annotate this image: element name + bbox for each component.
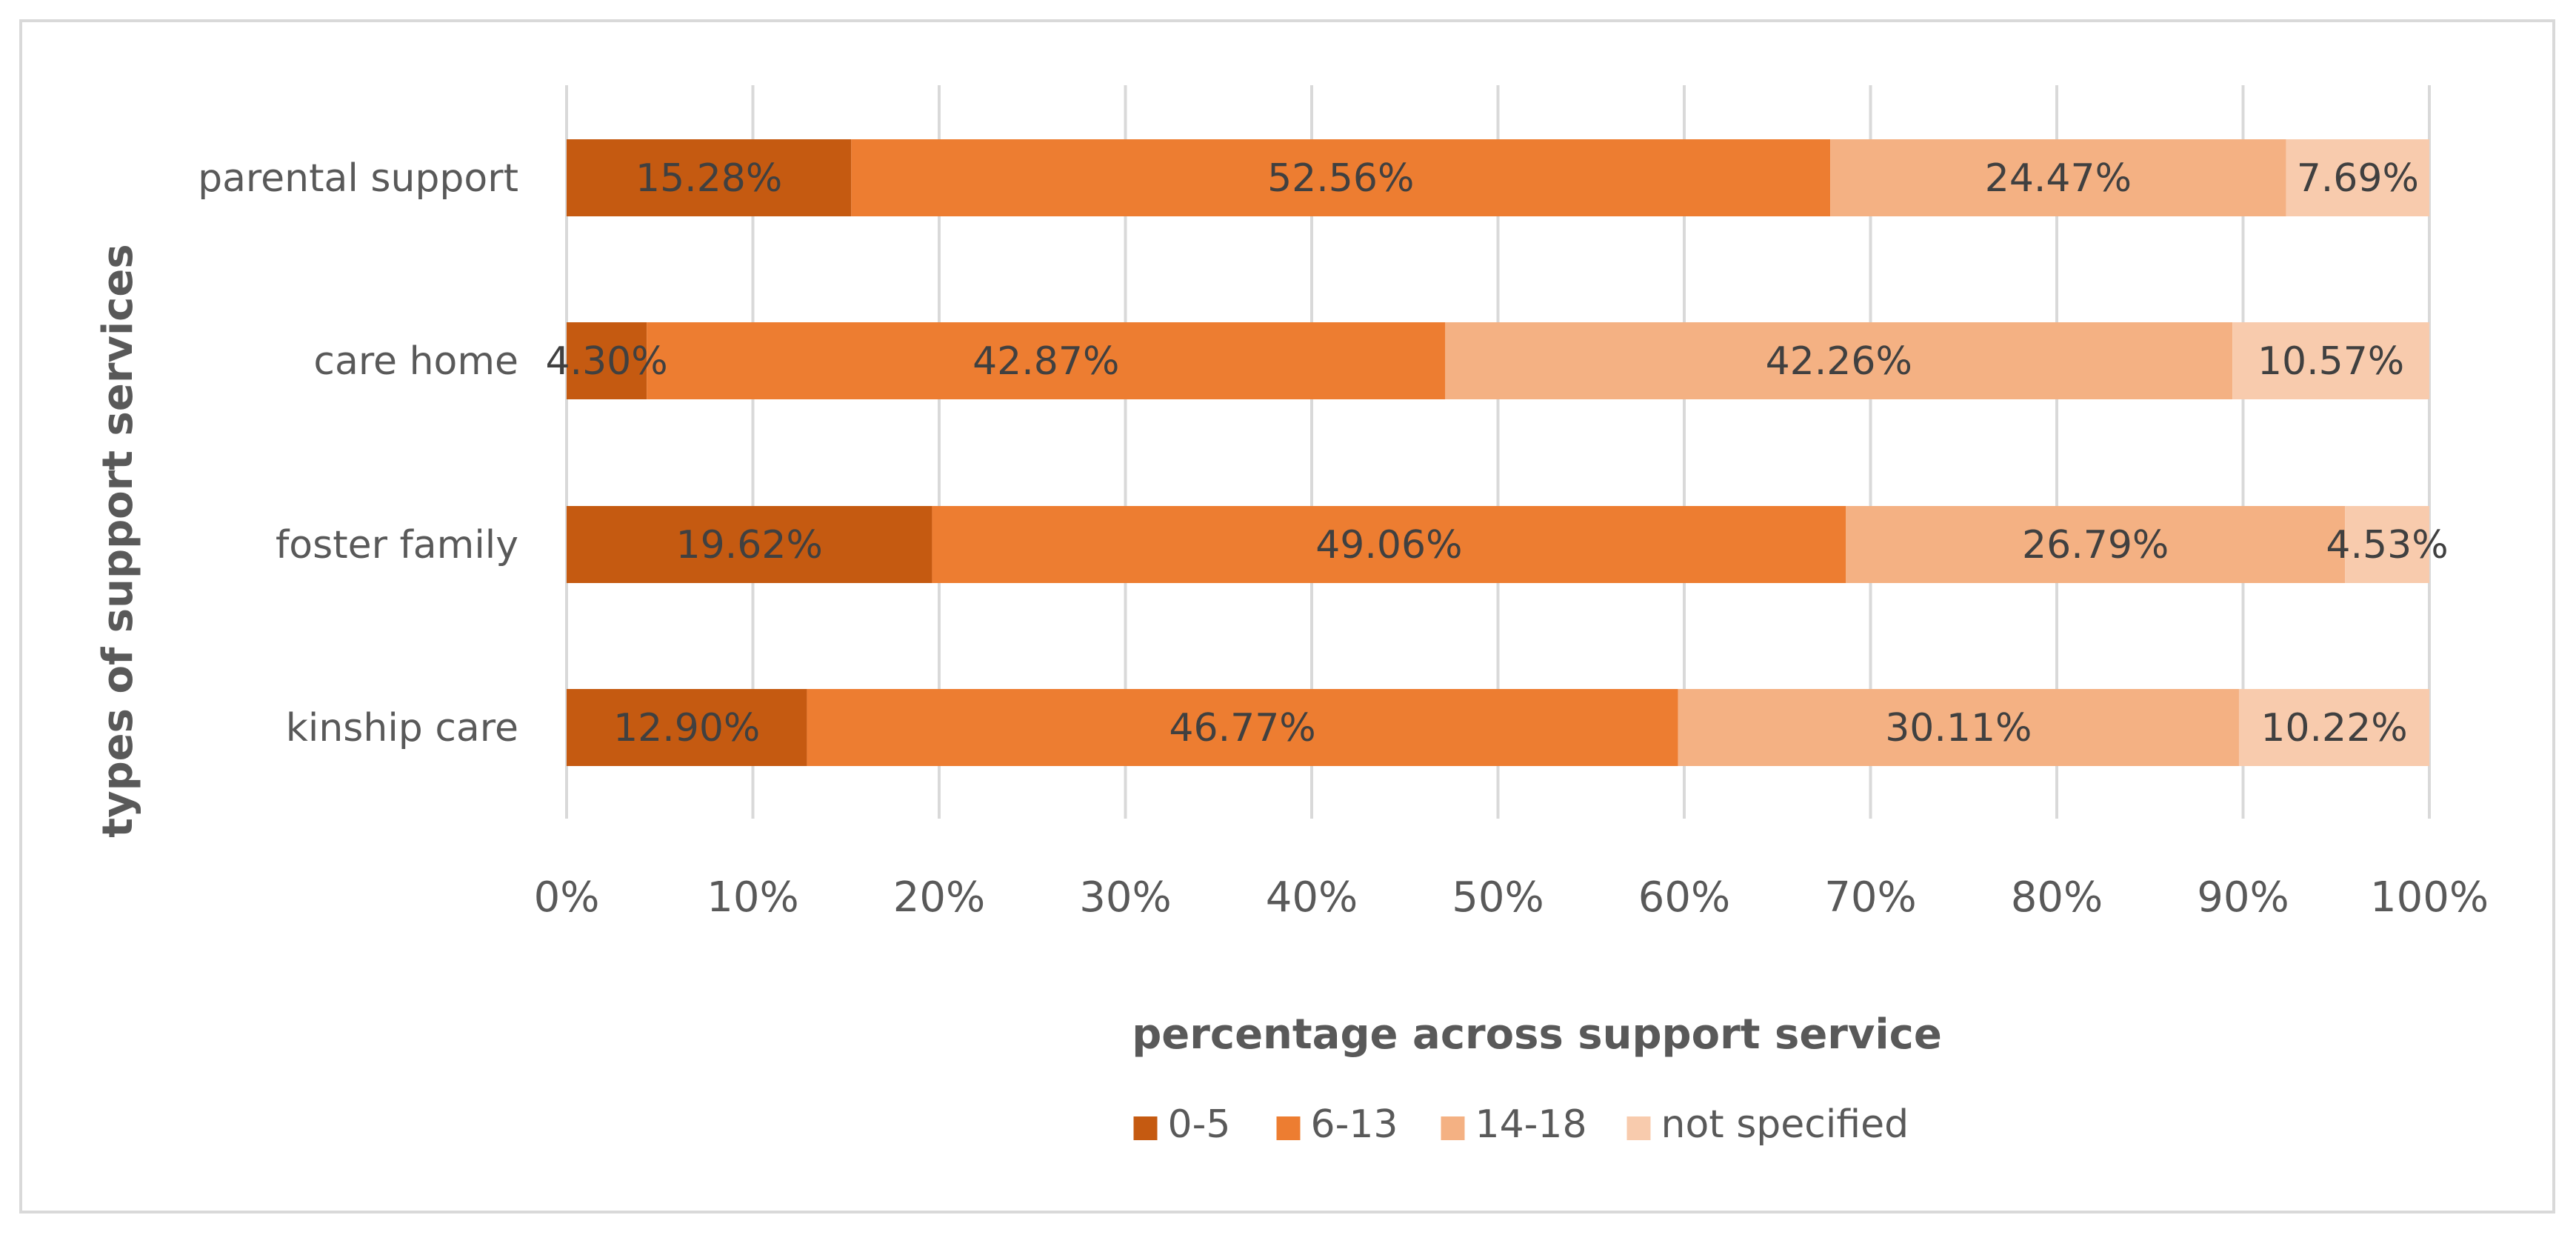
bar-segment xyxy=(2232,322,2429,399)
bar-segment xyxy=(1445,322,2233,399)
data-label: 24.47% xyxy=(1985,156,2132,201)
data-label: 30.11% xyxy=(1885,706,2032,750)
bars xyxy=(567,139,2429,766)
data-label: 52.56% xyxy=(1267,156,1414,201)
legend-label: 0-5 xyxy=(1168,1102,1231,1147)
legend: 0-5 6-13 14-18 not specified xyxy=(1133,1102,1909,1147)
x-tick-label: 90% xyxy=(2197,873,2289,922)
legend-label: 6-13 xyxy=(1311,1102,1398,1147)
data-label: 10.22% xyxy=(2260,706,2407,750)
data-label: 15.28% xyxy=(635,156,782,201)
bar-segment xyxy=(2345,506,2429,583)
x-tick-label: 80% xyxy=(2011,873,2103,922)
x-tick-label: 100% xyxy=(2370,873,2489,922)
legend-swatch xyxy=(1441,1116,1465,1140)
bar-segment xyxy=(932,506,1846,583)
bar-segment xyxy=(2286,139,2429,216)
chart-frame xyxy=(19,19,2555,1214)
y-axis-title: types of support services xyxy=(94,244,142,837)
bar-segment xyxy=(1678,689,2239,766)
bar-segment xyxy=(1846,506,2346,583)
category-label: care home xyxy=(313,339,518,384)
data-label: 49.06% xyxy=(1315,523,1462,567)
x-tick-label: 30% xyxy=(1079,873,1171,922)
bar-segment xyxy=(567,322,647,399)
data-label: 7.69% xyxy=(2297,156,2419,201)
bar-segment xyxy=(2238,689,2429,766)
x-tick-label: 70% xyxy=(1824,873,1916,922)
data-labels: 15.28% 52.56% 24.47% 7.69% 4.30% 42.87% 42.26%… xyxy=(545,156,2448,750)
x-tick-label: 0% xyxy=(534,873,600,922)
bar-segment xyxy=(647,322,1446,399)
bar-segment xyxy=(851,139,1831,216)
x-tick-label: 20% xyxy=(893,873,985,922)
data-label: 26.79% xyxy=(2022,523,2169,567)
category-label: parental support xyxy=(198,156,518,201)
data-label: 10.57% xyxy=(2258,339,2404,384)
legend-swatch xyxy=(1276,1116,1301,1140)
x-tick-labels: 0% 10% 20% 30% 40% 50% 60% 70% 80% 90% 100% xyxy=(534,873,2489,922)
legend-label: not specified xyxy=(1661,1102,1909,1147)
x-tick-label: 40% xyxy=(1266,873,1358,922)
bar-segment xyxy=(567,139,852,216)
legend-swatch xyxy=(1133,1116,1158,1140)
data-label: 4.53% xyxy=(2326,523,2448,567)
data-label: 42.87% xyxy=(972,339,1119,384)
data-label: 4.30% xyxy=(545,339,667,384)
legend-swatch xyxy=(1626,1116,1651,1140)
data-label: 42.26% xyxy=(1766,339,1912,384)
data-label: 12.90% xyxy=(613,706,760,750)
data-label: 46.77% xyxy=(1169,706,1315,750)
data-label: 19.62% xyxy=(676,523,823,567)
category-label: foster family xyxy=(276,523,518,567)
x-tick-label: 10% xyxy=(707,873,798,922)
bar-segment xyxy=(567,506,932,583)
bar-segment xyxy=(567,689,807,766)
x-axis-title: percentage across support service xyxy=(1132,1011,1942,1059)
category-label: kinship care xyxy=(286,706,518,750)
x-tick-label: 50% xyxy=(1452,873,1544,922)
bar-segment xyxy=(1830,139,2286,216)
x-tick-label: 60% xyxy=(1638,873,1730,922)
bar-segment xyxy=(807,689,1678,766)
legend-label: 14-18 xyxy=(1475,1102,1587,1147)
category-labels: parental support care home foster family ki… xyxy=(198,156,518,750)
